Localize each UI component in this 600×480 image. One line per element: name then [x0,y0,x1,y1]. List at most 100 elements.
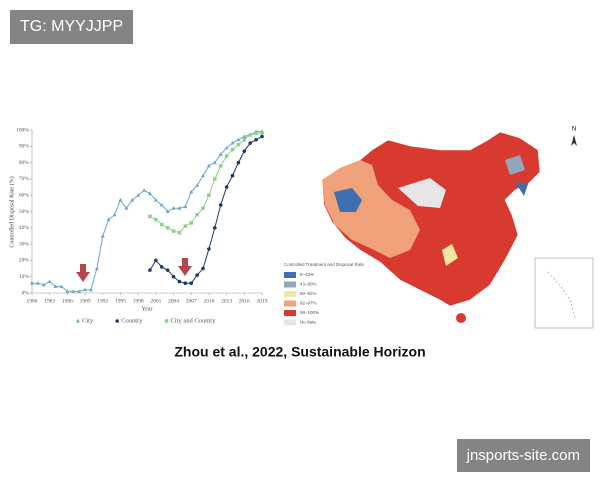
north-arrow [571,135,577,146]
marker [30,281,34,285]
marker [230,173,235,178]
x-tick-label: 2019 [257,298,268,304]
map-island [456,313,466,323]
marker [206,163,211,168]
marker [83,287,88,292]
marker [171,229,176,233]
marker [112,212,117,217]
marker [236,137,241,142]
marker [165,226,170,230]
marker [118,197,123,202]
marker [35,281,40,285]
marker [159,222,164,227]
marker [207,193,211,197]
map-legend-label: 43–80% [300,282,317,287]
marker [254,131,258,136]
marker [41,282,46,287]
marker [177,230,182,235]
map-legend-label: 0–43% [300,272,314,277]
series-line [32,131,262,292]
x-tick-label: 2016 [239,298,250,304]
y-axis-title: Controlled Disposal Rate (%) [8,176,15,247]
y-tick-label: 80% [19,160,30,166]
y-tick-label: 40% [19,225,30,231]
marker [153,197,158,202]
marker [254,137,258,142]
marker [183,204,188,209]
marker [154,258,158,263]
marker [213,226,217,230]
marker [136,193,141,197]
north-label: N [572,127,576,133]
marker [115,319,120,323]
marker [47,279,52,284]
marker [224,185,229,189]
marker [100,233,105,238]
marker [236,142,241,147]
marker [165,209,170,213]
marker [248,133,253,137]
map-region [322,160,420,258]
marker [171,206,176,210]
y-tick-label: 20% [19,258,30,264]
map-legend-swatch [284,291,296,297]
marker [177,206,182,210]
map-inset [534,257,594,329]
marker [65,289,70,293]
map-legend-label: 92–97% [300,301,317,306]
marker [183,224,188,228]
map-legend-label: 80–92% [300,291,317,296]
marker [171,274,176,279]
x-tick-label: 1980 [27,298,38,304]
marker [195,273,199,277]
marker [154,217,158,222]
marker [260,134,264,139]
marker [195,212,199,217]
map-legend-label: No data [300,320,316,325]
x-tick-label: 1995 [115,298,126,304]
map-legend-swatch [284,272,296,278]
x-tick-label: 1983 [44,298,55,304]
x-tick-label: 2007 [186,298,197,304]
map-legend: 0–43% 43–80% 80–92% 92–97% 98–100% No data [284,272,319,326]
arrow [76,264,90,282]
marker [177,279,182,284]
map-land [321,131,541,307]
marker [147,191,152,196]
y-tick-label: 0% [22,290,30,296]
marker [201,173,206,178]
x-tick-label: 1986 [62,298,73,304]
marker [242,137,247,142]
marker [94,266,99,271]
marker [148,214,152,219]
marker [236,160,241,165]
marker [71,289,76,293]
map-legend-swatch [284,300,296,307]
x-tick-label: 1992 [97,298,108,304]
map-legend-label: 98–100% [300,310,319,315]
marker [242,149,247,153]
marker [248,141,253,145]
marker [77,289,82,293]
marker [130,197,135,202]
marker [88,287,93,292]
marker [230,140,235,145]
map: N Controlled Treatment and Disposal Rate [284,127,594,329]
x-tick-label: 2013 [221,298,232,304]
series-line [149,132,262,234]
arrow [178,258,192,276]
marker [164,319,169,323]
marker [53,284,58,288]
marker [189,221,194,225]
marker [213,177,217,181]
map-region [515,182,528,196]
marker [224,145,229,150]
marker [201,206,205,211]
marker [106,217,111,222]
marker [165,268,170,272]
marker [183,281,188,286]
map-legend-swatch [284,310,296,316]
marker [218,152,223,156]
x-tick-label: 2010 [203,298,214,304]
